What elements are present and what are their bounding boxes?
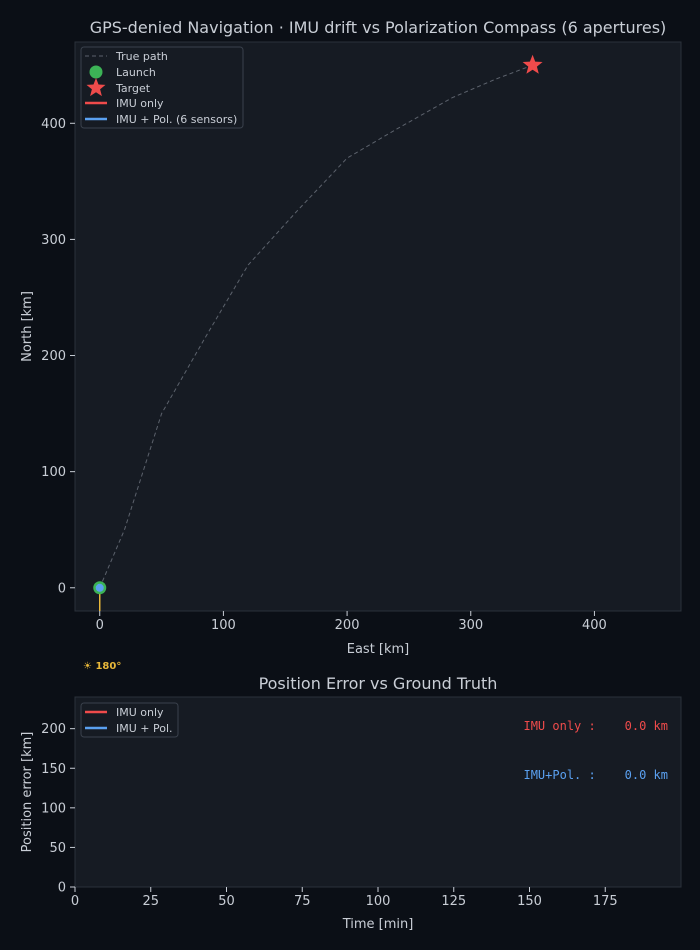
trajectory-y-tick-label: 0 bbox=[58, 581, 66, 596]
imu-readout-gap bbox=[596, 719, 625, 733]
legend-label-target: Target bbox=[115, 82, 151, 95]
trajectory-y-axis-label: North [km] bbox=[20, 291, 35, 362]
trajectory-y-tick-label: 100 bbox=[41, 465, 66, 480]
error-x-tick-label: 75 bbox=[294, 894, 311, 909]
legend-label-true-path: True path bbox=[115, 50, 168, 63]
trajectory-chart-title: GPS-denied Navigation · IMU drift vs Pol… bbox=[90, 18, 667, 37]
error-x-tick-label: 25 bbox=[142, 894, 159, 909]
imu-readout-label: IMU only : bbox=[523, 719, 595, 733]
error-x-tick-label: 0 bbox=[71, 894, 79, 909]
trajectory-plot-area bbox=[93, 54, 543, 611]
legend-label-imu-pol: IMU + Pol. bbox=[116, 722, 173, 735]
trajectory-chart: GPS-denied Navigation · IMU drift vs Pol… bbox=[20, 18, 682, 672]
trajectory-legend: True path Launch Target IMU only IMU + P… bbox=[80, 46, 244, 129]
trajectory-y-tick-label: 200 bbox=[41, 349, 66, 364]
pol-readout-value: 0.0 km bbox=[625, 768, 668, 782]
trajectory-x-tick-label: 400 bbox=[582, 618, 607, 633]
error-y-tick-label: 100 bbox=[41, 801, 66, 816]
target-marker bbox=[522, 54, 543, 74]
error-chart: Position Error vs Ground Truth Time [min… bbox=[20, 674, 682, 932]
error-x-axis-label: Time [min] bbox=[342, 917, 414, 932]
error-x-tick-label: 100 bbox=[366, 894, 391, 909]
legend-swatch-launch bbox=[89, 65, 103, 79]
trajectory-axes-background bbox=[74, 41, 682, 612]
error-legend-swatches bbox=[85, 710, 107, 730]
error-y-tick-label: 50 bbox=[49, 841, 66, 856]
trajectory-y-tick-label: 400 bbox=[41, 117, 66, 132]
imu-pol-position-marker bbox=[95, 583, 104, 592]
pol-readout-label: IMU+Pol. : bbox=[523, 768, 595, 782]
trajectory-x-axis-label: East [km] bbox=[347, 642, 410, 657]
trajectory-y-ticks: 0 100 200 300 400 bbox=[41, 117, 75, 596]
error-x-tick-label: 175 bbox=[593, 894, 618, 909]
trajectory-y-tick-label: 300 bbox=[41, 233, 66, 248]
sun-azimuth-label: ☀ 180° bbox=[83, 661, 121, 672]
legend-label-launch: Launch bbox=[116, 66, 156, 79]
trajectory-legend-swatches bbox=[85, 55, 107, 121]
error-y-tick-label: 0 bbox=[58, 881, 66, 896]
error-y-ticks: 0 50 100 150 200 bbox=[41, 722, 75, 896]
trajectory-x-ticks: 0 100 200 300 400 bbox=[96, 611, 607, 633]
pol-error-readout: IMU+Pol. : 0.0 km bbox=[523, 768, 668, 782]
trajectory-x-tick-label: 0 bbox=[96, 618, 104, 633]
trajectory-x-tick-label: 300 bbox=[458, 618, 483, 633]
legend-label-imu-only: IMU only bbox=[116, 706, 164, 719]
pol-readout-gap bbox=[596, 768, 625, 782]
error-x-tick-label: 150 bbox=[517, 894, 542, 909]
legend-label-imu-only: IMU only bbox=[116, 97, 164, 110]
error-legend: IMU only IMU + Pol. bbox=[80, 702, 179, 738]
true-path-line bbox=[99, 64, 533, 588]
imu-error-readout: IMU only : 0.0 km bbox=[523, 719, 668, 733]
error-x-tick-label: 125 bbox=[441, 894, 466, 909]
error-x-tick-label: 50 bbox=[218, 894, 235, 909]
legend-label-imu-pol: IMU + Pol. (6 sensors) bbox=[116, 113, 237, 126]
imu-readout-value: 0.0 km bbox=[625, 719, 668, 733]
error-y-tick-label: 150 bbox=[41, 762, 66, 777]
legend-swatch-target bbox=[86, 78, 106, 97]
error-chart-title: Position Error vs Ground Truth bbox=[259, 674, 498, 693]
trajectory-x-tick-label: 100 bbox=[211, 618, 236, 633]
trajectory-legend-box bbox=[80, 46, 244, 129]
trajectory-x-tick-label: 200 bbox=[335, 618, 360, 633]
error-y-axis-label: Position error [km] bbox=[20, 732, 35, 853]
error-x-ticks: 0 25 50 75 100 125 150 175 bbox=[71, 887, 618, 909]
error-y-tick-label: 200 bbox=[41, 722, 66, 737]
